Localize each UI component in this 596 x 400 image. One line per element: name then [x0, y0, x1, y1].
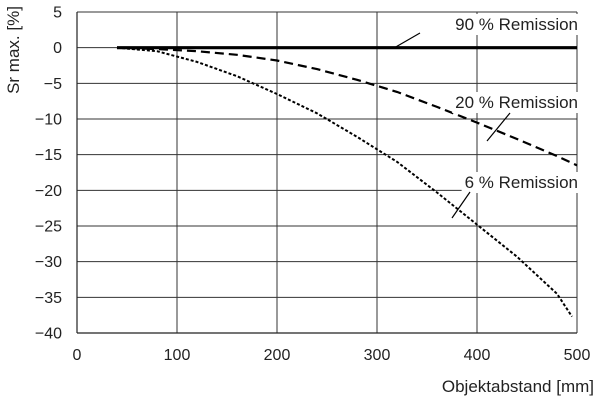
y-axis-label: Sr max. [%] — [4, 6, 23, 94]
annotation-bg — [461, 172, 581, 193]
x-tick-label: 0 — [73, 347, 82, 364]
axes — [76, 12, 577, 334]
y-tick-label: −35 — [35, 290, 62, 307]
y-tick-label: −40 — [35, 326, 62, 343]
series-line-1 — [116, 46, 578, 167]
annotation-label: 6 % Remission — [465, 173, 578, 192]
series-layer — [116, 46, 578, 318]
annotation-bg — [452, 92, 581, 113]
y-tick-label: 0 — [53, 40, 62, 57]
x-tick-label: 500 — [564, 347, 591, 364]
y-tick-label: −5 — [44, 76, 62, 93]
tick-labels: 5 0 −5 −10 −15 −20 −25 −30 −35 −40 0 100 200 300 400 50… — [35, 5, 591, 365]
x-tick-label: 300 — [364, 347, 391, 364]
annotation-leader — [486, 112, 511, 142]
y-tick-label: −30 — [35, 254, 62, 271]
annotation-layer: 90 % Remission 20 % Remission 6 % Remissio… — [393, 14, 581, 219]
x-tick-label: 200 — [264, 347, 291, 364]
x-tick-label: 100 — [164, 347, 191, 364]
annotation-bg — [452, 14, 581, 35]
annotation-leader — [393, 32, 421, 49]
annotation-label: 20 % Remission — [455, 93, 578, 112]
series-line-2 — [116, 46, 573, 318]
y-tick-label: −25 — [35, 219, 62, 236]
y-tick-label: −10 — [35, 112, 62, 129]
x-axis-label: Objektabstand [mm] — [442, 377, 594, 396]
y-tick-label: −15 — [35, 147, 62, 164]
y-tick-label: 5 — [53, 5, 62, 22]
annotation-leader — [451, 191, 471, 219]
x-tick-label: 400 — [464, 347, 491, 364]
y-tick-label: −20 — [35, 183, 62, 200]
annotation-label: 90 % Remission — [455, 15, 578, 34]
